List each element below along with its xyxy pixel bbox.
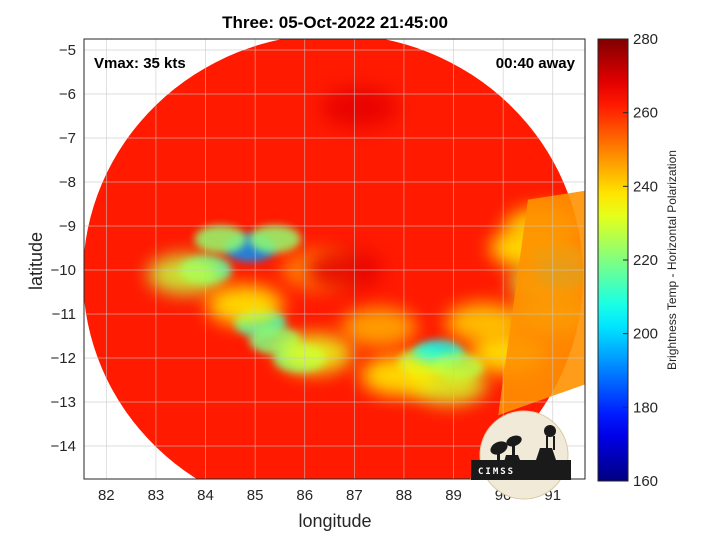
cimss-logo: CIMSS (471, 410, 571, 500)
colorbar-tick-label: 280 (633, 31, 658, 48)
y-axis-ticks: −5 −6 −7 −8 −9 −10 −11 −12 −13 −14 (51, 42, 76, 455)
y-tick-label: −10 (51, 262, 76, 279)
y-tick-label: −12 (51, 350, 76, 367)
x-tick-label: 89 (445, 487, 462, 504)
vmax-annotation: Vmax: 35 kts (94, 55, 186, 72)
heatmap (84, 39, 585, 479)
x-tick-label: 87 (346, 487, 363, 504)
heatmap-cell (248, 225, 301, 254)
time-away-annotation: 00:40 away (496, 55, 576, 72)
y-tick-label: −6 (59, 86, 76, 103)
colorbar-tick-label: 240 (633, 178, 658, 195)
y-axis-label: latitude (26, 232, 46, 290)
x-tick-label: 82 (98, 487, 115, 504)
axes-frame (83, 38, 586, 480)
colorbar-tick-label: 160 (633, 473, 658, 490)
y-tick-label: −9 (59, 218, 76, 235)
colorbar-tick-label: 180 (633, 399, 658, 416)
chart-title: Three: 05-Oct-2022 21:45:00 (222, 13, 448, 32)
x-axis-ticks: 82 83 84 85 86 87 88 89 90 91 (98, 487, 561, 504)
heatmap-cell (194, 225, 247, 254)
colorbar-tick-label: 260 (633, 105, 658, 122)
y-tick-label: −5 (59, 42, 76, 59)
heatmap-cell (360, 355, 437, 396)
y-tick-label: −7 (59, 130, 76, 147)
x-tick-label: 85 (247, 487, 264, 504)
colorbar-tick-label: 200 (633, 326, 658, 343)
x-tick-label: 83 (148, 487, 165, 504)
colorbar-label: Brightness Temp - Horizontal Polarizatio… (665, 150, 679, 370)
heatmap-cell (321, 87, 398, 128)
x-tick-label: 86 (296, 487, 313, 504)
colorbar-ticks: 280 260 240 220 200 180 160 (623, 31, 658, 490)
y-tick-label: −13 (51, 394, 76, 411)
heatmap-cell (147, 254, 224, 295)
heatmap-secondary-swath (498, 190, 585, 416)
grid-lines (84, 39, 585, 479)
swath-region (498, 190, 585, 416)
x-tick-label: 88 (396, 487, 413, 504)
x-axis-label: longitude (298, 511, 371, 531)
heatmap-cell (276, 333, 353, 374)
heatmap-cell (341, 307, 418, 348)
y-tick-label: −11 (52, 306, 76, 323)
x-tick-label: 84 (197, 487, 214, 504)
logo-text: CIMSS (478, 467, 515, 477)
y-tick-label: −14 (51, 438, 76, 455)
colorbar-tick-label: 220 (633, 252, 658, 269)
heatmap-cell (445, 302, 522, 343)
heatmap-cell (207, 285, 284, 326)
y-tick-label: −8 (59, 174, 76, 191)
